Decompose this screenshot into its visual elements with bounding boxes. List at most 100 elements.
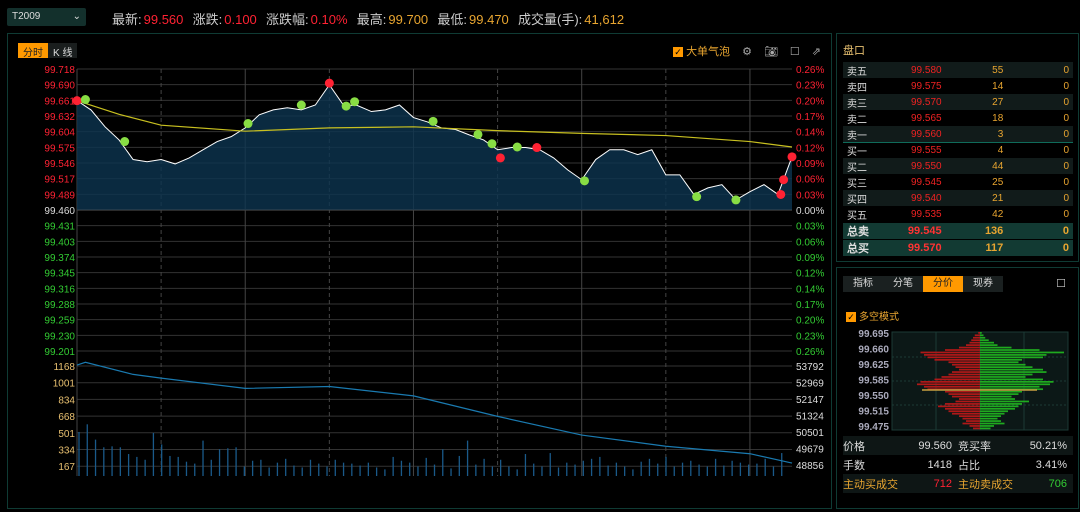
profile-buy-bar [980, 376, 1026, 378]
large-order-bubble-red [72, 96, 82, 106]
profile-tab[interactable]: 分价 [923, 276, 963, 292]
orderbook-price: 99.545 [910, 176, 942, 188]
large-order-bubble-green [692, 192, 702, 202]
orderbook-chg: 0 [1063, 80, 1069, 92]
active-sell-value: 706 [1048, 477, 1067, 490]
volume-tick: 834 [58, 395, 75, 406]
tab-intraday[interactable]: 分时 [18, 43, 48, 59]
checkbox-icon: ✓ [846, 312, 856, 322]
orderbook-chg: 0 [1062, 242, 1069, 254]
profile-tab[interactable]: 指标 [843, 276, 883, 292]
orderbook-row: 买二 99.550 44 0 [843, 158, 1073, 174]
intraday-chart-panel: 分时 K 线 ✓ 大单气泡 ⚙ 📷︎ ☐ ⇗ 99.718 0.26% 99.690 0… [7, 33, 832, 509]
tab-kline[interactable]: K 线 [48, 43, 78, 59]
price-tick: 99.546 [44, 159, 75, 170]
high-value: 99.700 [388, 12, 429, 27]
price-profile-panel: 指标 分笔 分价 现券 ☐ ✓ 多空模式 99.695 99.660 99.625 99.58… [836, 267, 1079, 509]
ratio-label: 占比 [958, 459, 980, 472]
profile-sell-bar [966, 344, 980, 346]
price-tick: 99.575 [44, 143, 75, 154]
volume-label: 成交量(手): [518, 12, 583, 27]
pct-tick: 0.17% [796, 112, 824, 123]
oi-tick: 51324 [796, 412, 824, 423]
profile-buy-bar [980, 383, 1050, 386]
orderbook-title: 盘口 [843, 45, 865, 57]
bubble-toggle[interactable]: ✓ 大单气泡 [673, 43, 730, 59]
profile-buy-bar [980, 385, 1040, 388]
price-tick: 99.431 [44, 222, 75, 233]
mode-label: 多空模式 [859, 312, 899, 323]
profile-tab[interactable]: 现券 [963, 276, 1003, 292]
pct-tick: 0.14% [796, 284, 824, 295]
profile-tab[interactable]: 分笔 [883, 276, 923, 292]
profile-sell-bar [945, 407, 980, 410]
profile-sell-bar [920, 351, 980, 354]
orderbook-vol: 18 [992, 112, 1004, 124]
lots-label: 手数 [843, 459, 865, 472]
profile-buy-bar [980, 354, 1047, 356]
price-chart[interactable]: 99.718 0.26% 99.690 0.23% 99.661 0.20% 99.632 0… [0, 0, 825, 476]
price-tick: 99.460 [44, 206, 75, 217]
active-buy-value: 712 [933, 477, 952, 490]
orderbook-price: 99.550 [910, 160, 942, 172]
orderbook-vol: 136 [984, 225, 1004, 237]
profile-buy-bar [980, 405, 1019, 408]
profile-sell-bar [973, 427, 980, 430]
pct-tick: 0.09% [796, 253, 824, 264]
orderbook-vol: 4 [997, 145, 1004, 156]
large-order-bubble-green [341, 101, 351, 111]
large-order-bubble-red [787, 152, 797, 162]
orderbook-price: 99.580 [910, 64, 942, 76]
bid-rate-value: 50.21% [1029, 439, 1067, 452]
pct-tick: 0.03% [796, 222, 824, 233]
volume-tick: 1168 [53, 362, 75, 373]
profile-tick: 99.695 [858, 329, 889, 340]
profile-sell-bar [966, 420, 980, 422]
bid-rate-label: 竞买率 [958, 440, 991, 453]
profile-sell-bar [920, 381, 980, 383]
pct-tick: 0.26% [796, 65, 824, 76]
profile-buy-bar [980, 381, 1054, 383]
profile-sell-bar [945, 390, 980, 393]
price-tick: 99.374 [44, 253, 75, 264]
orderbook-name: 卖三 [847, 98, 867, 110]
camera-icon[interactable]: 📷︎ [763, 45, 778, 58]
long-short-mode-toggle[interactable]: ✓ 多空模式 [846, 308, 899, 323]
orderbook-row: 卖四 99.575 14 0 [843, 78, 1073, 94]
oi-tick: 52147 [796, 395, 824, 406]
profile-sell-bar [927, 356, 980, 359]
profile-sell-bar [924, 354, 980, 356]
large-order-bubble-red [776, 189, 786, 199]
profile-buy-bar [980, 339, 989, 342]
pct-tick: 0.12% [796, 269, 824, 280]
large-order-bubble-red [779, 175, 789, 185]
orderbook-name: 总卖 [847, 226, 869, 238]
volume-tick: 1001 [53, 379, 76, 390]
pct-tick: 0.06% [796, 175, 824, 186]
price-label: 价格 [843, 440, 865, 453]
profile-sell-bar [917, 383, 980, 386]
profile-buy-bar [980, 358, 1022, 361]
profile-sell-bar [955, 366, 980, 369]
profile-buy-bar [980, 351, 1064, 354]
pct-tick: 0.20% [796, 316, 824, 327]
orderbook-vol: 42 [992, 208, 1004, 220]
price-tick: 99.259 [44, 316, 75, 327]
profile-buy-bar [980, 341, 994, 344]
maximize-icon[interactable]: ☐ [1056, 278, 1066, 290]
maximize-icon[interactable]: ☐ [789, 45, 800, 58]
symbol-select[interactable]: T2009 ⌄ [7, 8, 86, 26]
profile-sell-bar [924, 385, 980, 388]
profile-buy-bar [980, 373, 1033, 376]
profile-sell-bar [952, 371, 980, 373]
profile-buy-bar [980, 427, 991, 430]
large-order-bubble-green [731, 195, 741, 205]
profile-sell-bar [959, 346, 980, 349]
volume-tick: 167 [58, 462, 75, 473]
gear-icon[interactable]: ⚙ [742, 45, 752, 58]
profile-buy-bar [980, 334, 984, 337]
large-order-bubble-green [428, 116, 438, 126]
profile-stats: 价格 99.560 竞买率 50.21% 手数 1418 占比 3.41% 主动买成交 712… [843, 436, 1073, 493]
chevron-down-icon: ⌄ [72, 11, 81, 22]
popout-icon[interactable]: ⇗ [811, 45, 821, 58]
